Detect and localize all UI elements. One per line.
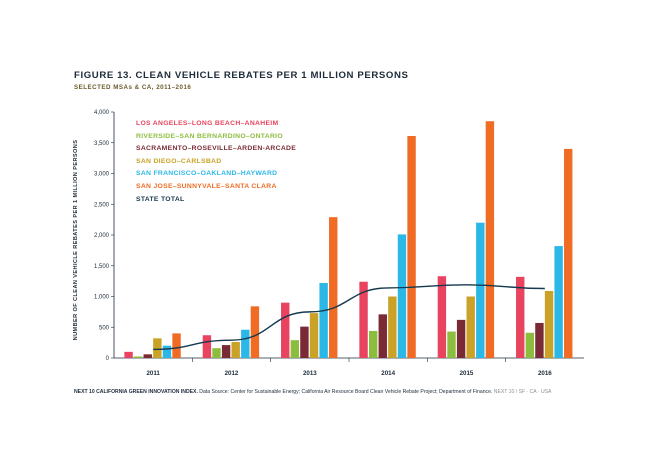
bar [241,329,250,358]
bar [476,222,485,358]
y-tick-label: 1,000 [94,295,110,301]
y-tick-label: 0 [106,356,110,362]
y-tick-label: 2,000 [94,233,110,239]
bar [300,326,309,358]
bar [231,342,240,358]
bar [319,282,328,358]
bar [290,340,300,358]
bar [153,338,162,358]
x-tick-label: 2016 [538,370,552,377]
x-tick-label: 2012 [225,370,239,377]
bar [485,121,495,358]
bar [250,306,260,358]
y-tick-label: 4,000 [94,110,110,116]
x-tick-label: 2015 [460,370,474,377]
x-tick-label: 2011 [146,370,160,377]
bar [525,332,535,358]
chart-subtitle: SELECTED MSAs & CA, 2011–2016 [74,84,192,91]
bar [535,322,544,358]
bar [368,330,378,358]
bar [281,302,290,358]
footnote-publisher: NEXT 10 / SF · CA · USA [493,389,552,395]
bar [309,313,319,358]
footnote-index-name: NEXT 10 CALIFORNIA GREEN INNOVATION INDE… [74,389,198,395]
bar [359,281,368,358]
legend-item-los-angeles: LOS ANGELES–LONG BEACH–ANAHEIM [136,120,279,127]
bar [397,234,407,358]
bar [212,348,221,358]
bar [162,345,172,358]
legend-item-san-jose: SAN JOSE–SUNNYVALE–SANTA CLARA [136,182,277,190]
bar [329,217,338,358]
bar [133,356,143,358]
state-total-line [153,284,545,351]
bar [447,331,456,358]
legend-item-riverside: RIVERSIDE–SAN BERNARDINO–ONTARIO [136,132,283,140]
y-tick-label: 1,500 [94,264,110,270]
bar [456,319,466,358]
bar [124,351,133,358]
bar [172,333,181,358]
footnote: NEXT 10 CALIFORNIA GREEN INNOVATION INDE… [74,389,551,395]
bar [554,246,563,358]
bar [221,345,231,358]
legend-item-sacramento: SACRAMENTO–ROSEVILLE–ARDEN-ARCADE [136,145,297,153]
y-tick-label: 3,000 [94,172,110,178]
bar [202,335,212,358]
y-tick-label: 500 [99,325,110,331]
legend-item-state-total: STATE TOTAL [136,195,185,203]
chart-title: FIGURE 13. CLEAN VEHICLE REBATES PER 1 M… [74,70,409,81]
x-tick-label: 2013 [303,370,317,377]
y-tick-label: 3,500 [94,141,110,147]
bar [437,276,447,358]
legend: LOS ANGELES–LONG BEACH–ANAHEIM RIVERSIDE… [136,118,296,206]
bar [388,296,397,358]
legend-item-san-diego: SAN DIEGO–CARLSBAD [136,157,222,165]
footnote-source: Data Source: Center for Sustainable Ener… [199,389,493,395]
y-tick-label: 2,500 [94,202,110,208]
legend-item-san-francisco: SAN FRANCISCO–OAKLAND–HAYWARD [136,170,278,178]
bar [407,135,416,358]
bar [516,276,525,358]
bar [466,296,475,358]
bar [544,290,554,358]
x-tick-label: 2014 [381,370,395,377]
bar [564,148,573,358]
bar [143,354,152,358]
bar [378,314,387,358]
